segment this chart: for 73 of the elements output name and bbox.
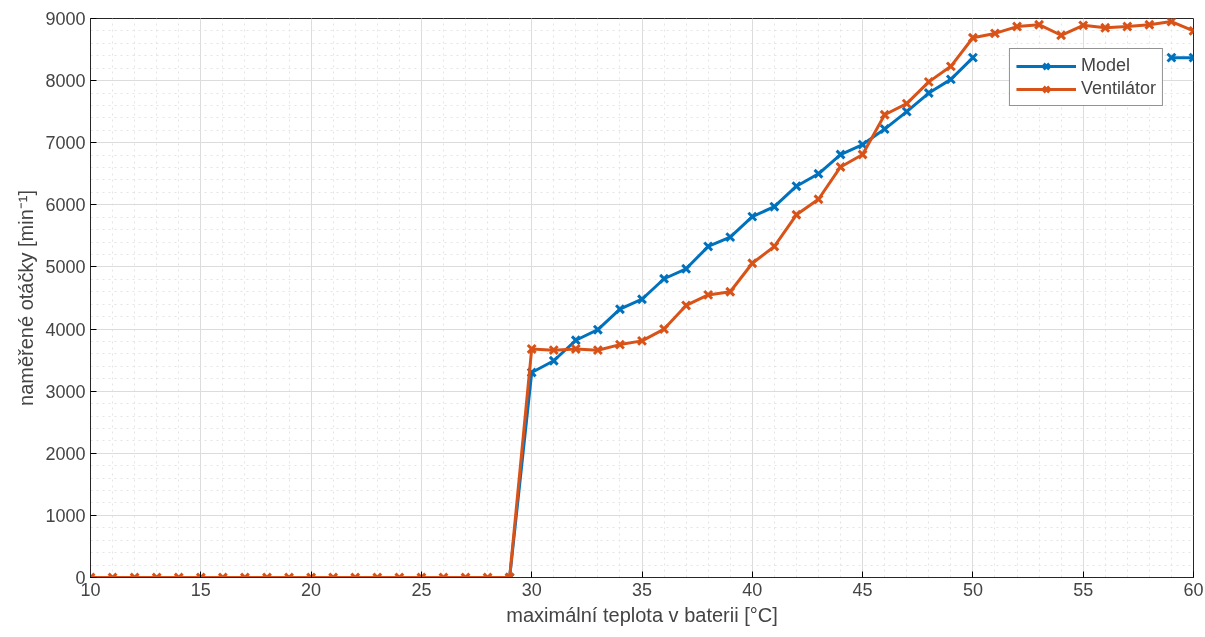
point: [724, 286, 736, 298]
point: [923, 76, 935, 88]
y-tick-label: 5000: [45, 257, 86, 278]
point: [570, 334, 582, 346]
point: [879, 109, 891, 121]
point: [1166, 52, 1177, 64]
point: [1143, 19, 1155, 31]
point: [592, 324, 604, 336]
point: [768, 241, 780, 252]
y-tick-label: 7000: [45, 133, 86, 154]
y-tick-label: 2000: [45, 443, 86, 464]
x-tick-label: 35: [631, 579, 653, 600]
point: [1121, 21, 1133, 32]
point: [768, 201, 780, 213]
x-tick-label: 30: [521, 579, 542, 600]
point: [592, 344, 604, 356]
point: [879, 123, 891, 135]
point: [658, 273, 670, 285]
point: [791, 209, 802, 221]
point: [835, 149, 846, 160]
point: [923, 87, 935, 99]
point: [1011, 21, 1023, 32]
x-tick-label: 25: [411, 579, 432, 600]
point: [989, 28, 1001, 39]
point: [702, 241, 714, 252]
x-tick-label: 50: [962, 579, 983, 600]
point: [614, 303, 626, 315]
point: [857, 149, 868, 160]
y-tick-label: 9000: [45, 9, 86, 29]
point: [680, 300, 692, 311]
x-tick-label: 60: [1183, 579, 1204, 600]
y-tick-label: 1000: [45, 505, 86, 526]
point: [901, 98, 913, 109]
point: [835, 161, 846, 173]
y-tick-label: 8000: [45, 71, 86, 92]
point: [658, 323, 670, 335]
x-axis-title: maximální teplota v baterii [°C]: [506, 603, 778, 626]
x-tick-label: 40: [742, 579, 763, 600]
legend-label: Ventilátor: [1080, 78, 1156, 99]
point: [548, 355, 560, 367]
y-tick-label: 3000: [45, 381, 86, 402]
point: [724, 231, 736, 243]
point: [1099, 22, 1111, 34]
point: [813, 193, 824, 205]
point: [526, 343, 538, 355]
point: [1033, 19, 1045, 31]
x-tick-label: 45: [852, 579, 873, 600]
point: [967, 32, 979, 44]
point: [680, 263, 692, 275]
point: [967, 52, 979, 64]
point: [945, 60, 957, 72]
point: [1055, 29, 1067, 41]
point: [746, 257, 758, 269]
x-tick-label: 55: [1073, 579, 1094, 600]
point: [945, 73, 957, 85]
point: [791, 180, 802, 192]
point: [636, 335, 648, 347]
point: [746, 211, 758, 223]
x-tick-label: 15: [190, 579, 211, 600]
point: [614, 339, 626, 350]
point: [702, 289, 714, 301]
point: [1166, 18, 1177, 27]
point: [813, 168, 824, 180]
point: [548, 344, 560, 356]
y-tick-label: 4000: [45, 319, 86, 340]
point: [570, 343, 582, 355]
x-tick-label: 20: [301, 579, 322, 600]
point: [636, 293, 648, 305]
y-axis-title: naměřené otáčky [min⁻¹]: [15, 190, 38, 406]
legend-label: Model: [1080, 55, 1130, 76]
y-tick-label: 6000: [45, 195, 86, 216]
line-series: [90, 18, 1194, 578]
point: [1077, 19, 1089, 31]
